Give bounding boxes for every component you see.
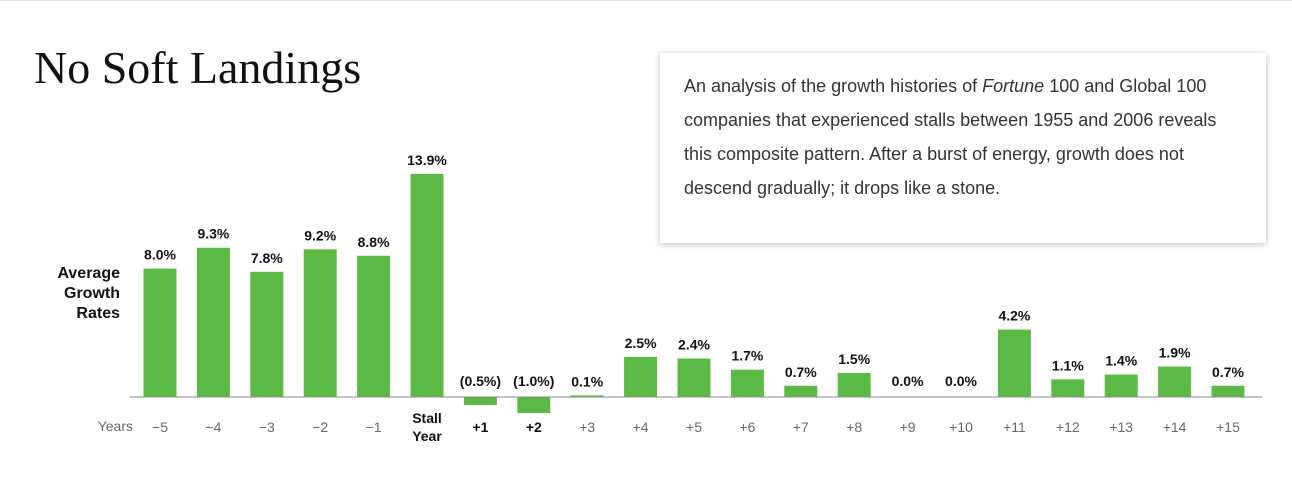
value-label: 0.7% xyxy=(1212,364,1244,380)
value-label: 4.2% xyxy=(998,308,1030,324)
value-label: 2.5% xyxy=(625,335,657,351)
x-axis-label: Years xyxy=(97,418,133,434)
x-tick-label: −1 xyxy=(365,419,382,435)
bar xyxy=(677,358,711,397)
x-tick-label: +6 xyxy=(739,419,756,435)
x-tick-label: +8 xyxy=(846,419,863,435)
value-label: 0.0% xyxy=(892,373,924,389)
bar xyxy=(463,397,497,406)
value-label: (0.5%) xyxy=(460,373,501,389)
x-tick-label: +4 xyxy=(632,419,649,435)
chart-title: No Soft Landings xyxy=(34,42,362,93)
description-box: An analysis of the growth histories of F… xyxy=(660,53,1266,243)
x-tick-label: Stall Year xyxy=(412,410,442,444)
value-label: 0.0% xyxy=(945,373,977,389)
x-tick-label: −2 xyxy=(312,419,329,435)
value-label: 0.1% xyxy=(571,373,603,389)
x-tick-label: −4 xyxy=(205,419,222,435)
value-label: 9.2% xyxy=(304,227,336,243)
x-tick-label: +9 xyxy=(899,419,916,435)
description-italic: Fortune xyxy=(982,76,1045,96)
bar xyxy=(303,249,337,397)
bar xyxy=(837,372,871,397)
description-text: An analysis of the growth histories of xyxy=(684,76,983,96)
y-axis-label: Average Growth Rates xyxy=(57,265,120,322)
value-label: 2.4% xyxy=(678,336,710,352)
x-tick-label: +11 xyxy=(1003,419,1026,435)
x-tick-label: −5 xyxy=(152,419,168,435)
bar xyxy=(570,395,604,397)
description-text: 100 and Global 100 companies that experi… xyxy=(684,76,1217,198)
value-label: 8.0% xyxy=(144,247,176,263)
value-label: (1.0%) xyxy=(513,373,554,389)
x-tick-label: +15 xyxy=(1216,419,1240,435)
bar xyxy=(517,397,551,414)
x-tick-label: +12 xyxy=(1055,419,1080,435)
x-tick-label: +5 xyxy=(686,419,702,435)
x-tick-label: +3 xyxy=(579,419,596,435)
bar xyxy=(1051,379,1085,397)
value-label: 13.9% xyxy=(407,152,447,168)
value-label: 8.8% xyxy=(358,234,390,250)
bar xyxy=(357,255,391,397)
bar xyxy=(196,247,230,397)
bar xyxy=(997,329,1031,397)
x-tick-label: −3 xyxy=(258,419,275,435)
value-label: 0.7% xyxy=(785,364,817,380)
value-label: 9.3% xyxy=(197,226,229,242)
x-tick-label: +10 xyxy=(949,419,973,435)
bar xyxy=(250,271,284,397)
x-tick-label: +14 xyxy=(1162,419,1187,435)
value-label: 1.1% xyxy=(1052,357,1084,373)
x-tick-label: +2 xyxy=(525,419,542,435)
bar xyxy=(1104,374,1138,397)
value-label: 1.5% xyxy=(838,351,870,367)
value-label: 1.7% xyxy=(731,348,763,364)
bar xyxy=(143,268,177,397)
bar xyxy=(410,173,444,397)
bar xyxy=(730,369,764,397)
bar xyxy=(1158,366,1192,397)
x-tick-label: +13 xyxy=(1109,419,1134,435)
x-tick-label: +1 xyxy=(472,419,489,435)
bar xyxy=(1211,385,1245,397)
value-label: 1.9% xyxy=(1159,345,1191,361)
bar xyxy=(624,356,658,397)
x-tick-label: +7 xyxy=(792,419,809,435)
value-label: 1.4% xyxy=(1105,353,1137,369)
bar xyxy=(784,385,818,397)
value-label: 7.8% xyxy=(251,250,283,266)
